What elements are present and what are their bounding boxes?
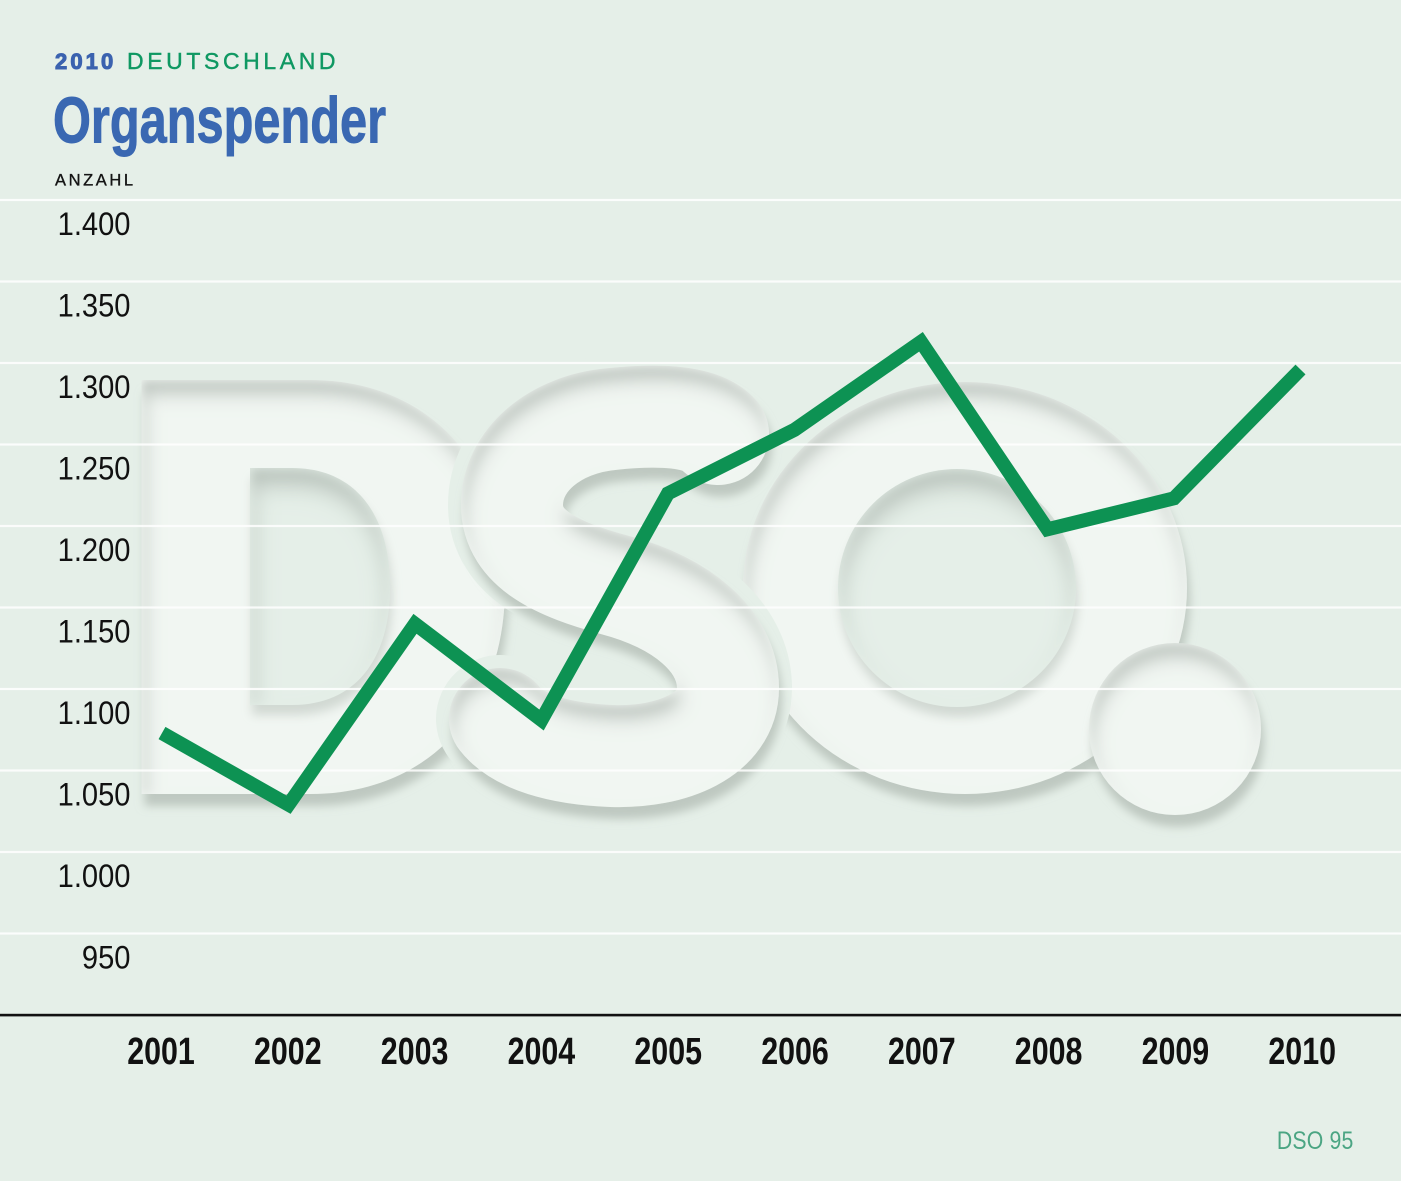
svg-text:1.400: 1.400 [58, 207, 131, 243]
svg-text:Organspender: Organspender [53, 85, 386, 157]
svg-text:2010: 2010 [55, 49, 116, 74]
svg-text:2010: 2010 [1268, 1031, 1336, 1073]
svg-text:2003: 2003 [381, 1031, 449, 1073]
svg-text:1.350: 1.350 [58, 288, 131, 324]
svg-text:950: 950 [82, 940, 131, 976]
svg-text:2009: 2009 [1142, 1031, 1210, 1073]
svg-text:2007: 2007 [888, 1031, 956, 1073]
svg-text:DEUTSCHLAND: DEUTSCHLAND [127, 48, 339, 74]
svg-text:2004: 2004 [508, 1031, 576, 1073]
svg-text:1.150: 1.150 [58, 614, 131, 650]
svg-text:1.100: 1.100 [58, 696, 131, 732]
svg-text:DSO 95: DSO 95 [1277, 1126, 1354, 1154]
svg-text:1.300: 1.300 [58, 370, 131, 406]
svg-text:2008: 2008 [1015, 1031, 1083, 1073]
svg-text:1.250: 1.250 [58, 451, 131, 487]
svg-text:2005: 2005 [634, 1031, 702, 1073]
svg-text:1.200: 1.200 [58, 533, 131, 569]
svg-text:2001: 2001 [127, 1031, 195, 1073]
svg-text:2006: 2006 [761, 1031, 829, 1073]
svg-text:1.050: 1.050 [58, 777, 131, 813]
svg-text:1.000: 1.000 [58, 859, 131, 895]
svg-text:ANZAHL: ANZAHL [55, 172, 136, 190]
svg-text:2002: 2002 [254, 1031, 322, 1073]
